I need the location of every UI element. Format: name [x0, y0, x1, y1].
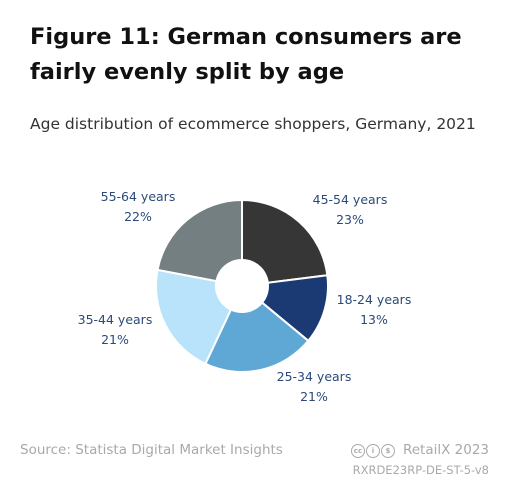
slice-label: 25-34 years [277, 369, 352, 384]
slice-labels: 45-54 years 23% 18-24 years 13% 25-34 years 2… [78, 189, 412, 404]
brand-name: RetailX 2023 [402, 442, 489, 458]
by-icon: i [365, 443, 380, 458]
brand-block: cc i $ RetailX 2023 RXRDE23RP-DE-ST-5-v8 [350, 441, 489, 480]
donut-hole [215, 259, 269, 313]
cc-icon: cc [350, 443, 365, 458]
slice-value-label: 13% [360, 312, 388, 327]
pie-slice [156, 198, 243, 288]
report-code: RXRDE23RP-DE-ST-5-v8 [352, 463, 489, 477]
slice-label: 45-54 years [313, 192, 388, 207]
source-note: Source: Statista Digital Market Insights [20, 442, 283, 458]
slice-value-label: 21% [300, 389, 328, 404]
nc-icon: $ [380, 443, 395, 458]
pie-slices [155, 198, 329, 374]
slice-label: 55-64 years [101, 189, 176, 204]
pie-slice [241, 198, 329, 288]
slice-value-label: 23% [336, 212, 364, 227]
slice-value-label: 22% [124, 209, 152, 224]
slice-value-label: 21% [101, 332, 129, 347]
donut-chart: 45-54 years 23% 18-24 years 13% 25-34 years 2… [78, 189, 412, 404]
creative-commons-icon: cc i $ [350, 443, 395, 458]
chart-subtitle: Age distribution of ecommerce shoppers, … [30, 115, 476, 133]
slice-label: 35-44 years [78, 312, 153, 327]
pie-slice [204, 284, 310, 374]
chart-title: Figure 11: German consumers are fairly e… [30, 24, 462, 85]
slice-label: 18-24 years [337, 292, 412, 307]
